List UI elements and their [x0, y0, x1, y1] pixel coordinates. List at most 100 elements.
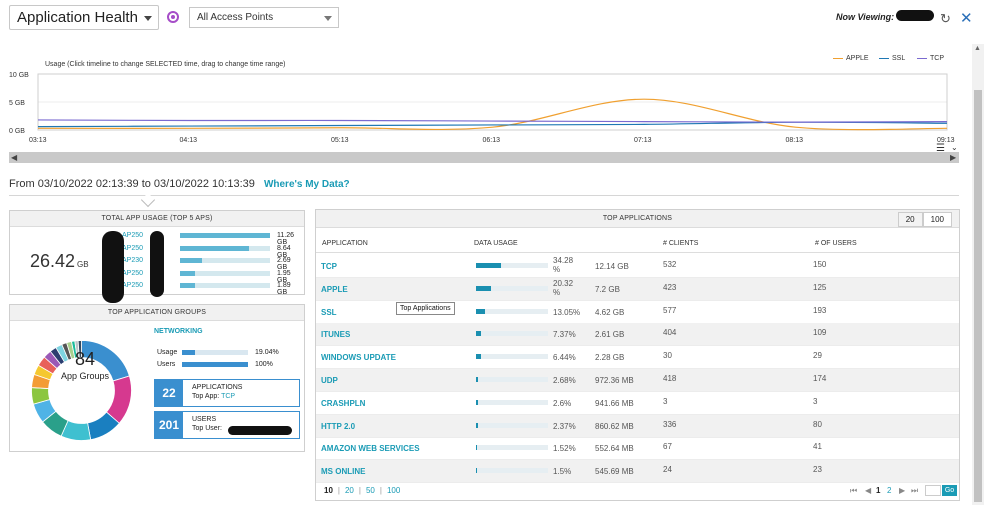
page-number-input[interactable]	[925, 485, 941, 496]
data-usage-size: 860.62 MB	[595, 421, 634, 431]
access-point-filter-dropdown[interactable]: All Access Points	[189, 7, 339, 28]
timeline-scrollbar[interactable]	[9, 152, 959, 163]
clients-count: 418	[663, 374, 677, 383]
page-size-10[interactable]: 10	[324, 486, 333, 495]
ap-usage-value: 1.89 GB	[277, 282, 291, 296]
ap-name-link[interactable]: AP250	[122, 269, 144, 277]
legend-swatch	[917, 57, 927, 59]
close-icon[interactable]: ✕	[960, 10, 973, 27]
timeline-right-icon[interactable]: ▶	[950, 153, 957, 162]
series-line-ssl[interactable]	[37, 121, 948, 128]
application-name-link[interactable]: WINDOWS UPDATE	[321, 353, 396, 363]
next-page-icon[interactable]: ▶	[899, 486, 906, 495]
series-line-tcp[interactable]	[37, 119, 948, 123]
application-name-link[interactable]: CRASHPLN	[321, 398, 366, 408]
clients-count: 577	[663, 305, 677, 315]
legend-ssl[interactable]: SSL	[879, 55, 905, 62]
status-dot-icon[interactable]	[167, 11, 179, 23]
application-name-link[interactable]: MS ONLINE	[321, 467, 366, 477]
page-1[interactable]: 1	[876, 486, 881, 495]
table-row[interactable]: UDP 2.68% 972.36 MB 418 174	[316, 369, 959, 392]
data-usage-percent: 20.32 %	[553, 278, 574, 297]
page-2[interactable]: 2	[887, 486, 892, 495]
prev-page-icon[interactable]: ◀	[865, 486, 872, 495]
app-groups-donut-chart[interactable]	[24, 333, 139, 448]
page-size-50[interactable]: 50	[365, 486, 375, 495]
app-groups-count: 84	[74, 349, 96, 369]
chart-plot-area	[37, 73, 948, 131]
users-box[interactable]: 201 USERS Top User:	[154, 411, 300, 439]
vertical-scrollbar-thumb[interactable]	[974, 90, 982, 502]
size-option-20[interactable]: 20	[897, 212, 923, 227]
access-point-filter-value: All Access Points	[197, 12, 274, 23]
table-row[interactable]: SSL 13.05% 4.62 GB 577 193	[316, 301, 959, 324]
last-page-icon[interactable]: ⏭	[911, 486, 919, 495]
ap-name-link[interactable]: AP250	[122, 232, 144, 239]
size-option-100[interactable]: 100	[922, 212, 952, 227]
table-row[interactable]: ITUNES 7.37% 2.61 GB 404 109	[316, 323, 959, 347]
application-name-link[interactable]: AMAZON WEB SERVICES	[321, 444, 420, 454]
usage-timeline-chart[interactable]: 10 GB 5 GB 0 GB 03:13 04:13 05:13 06:13 07:13 0…	[0, 66, 960, 146]
refresh-icon[interactable]: ↻	[940, 11, 951, 26]
users-count: 193	[813, 305, 827, 315]
table-row[interactable]: TCP 34.28 % 12.14 GB 532 150	[316, 255, 959, 278]
ap-name-link[interactable]: AP230	[122, 257, 144, 264]
redacted-ap-names	[102, 231, 124, 303]
page-size-20[interactable]: 20	[344, 486, 354, 495]
users-label: Users	[157, 361, 176, 368]
table-row[interactable]: CRASHPLN 2.6% 941.66 MB 3 3	[316, 392, 959, 415]
clients-count: 423	[663, 282, 677, 292]
data-usage-size: 7.2 GB	[595, 284, 620, 294]
page-size-100[interactable]: 100	[386, 486, 401, 495]
table-row[interactable]: MS ONLINE 1.5% 545.69 MB 24 23	[316, 460, 959, 484]
data-usage-bar-fill	[476, 422, 478, 428]
application-name-link[interactable]: SSL	[321, 307, 337, 317]
data-usage-percent: 6.44%	[553, 353, 576, 363]
now-viewing-label: Now Viewing:	[836, 12, 895, 22]
data-usage-bar-fill	[476, 285, 491, 291]
column-header-users[interactable]: # OF USERS	[815, 240, 857, 247]
application-name-link[interactable]: HTTP 2.0	[321, 421, 356, 431]
application-name-link[interactable]: ITUNES	[321, 330, 351, 340]
chart-menu-icon[interactable]: ☰	[936, 143, 945, 154]
series-line-apple[interactable]	[37, 98, 948, 131]
chevron-down-icon[interactable]: ⌄	[951, 143, 958, 152]
top-user-label: Top User:	[192, 425, 222, 432]
table-row[interactable]: HTTP 2.0 2.37% 860.62 MB 336 80	[316, 414, 959, 438]
column-header-data-usage[interactable]: DATA USAGE	[474, 240, 518, 247]
legend-apple[interactable]: APPLE	[833, 55, 869, 62]
wheres-my-data-link[interactable]: Where's My Data?	[263, 179, 350, 190]
selected-group-name[interactable]: NETWORKING	[154, 328, 203, 335]
table-row[interactable]: AMAZON WEB SERVICES 1.52% 552.64 MB 67 41	[316, 437, 959, 461]
column-header-application[interactable]: APPLICATION	[322, 240, 368, 247]
ap-name-link[interactable]: AP250	[122, 244, 144, 252]
table-row[interactable]: WINDOWS UPDATE 6.44% 2.28 GB 30 29	[316, 346, 959, 370]
donut-slice[interactable]	[77, 340, 82, 359]
legend-tcp[interactable]: TCP	[917, 55, 944, 62]
scroll-up-icon[interactable]: ▲	[974, 45, 981, 52]
ap-name-link[interactable]: AP250	[122, 282, 144, 289]
application-health-dropdown[interactable]: Application Health	[9, 5, 159, 30]
data-usage-bar	[476, 308, 548, 314]
users-box-label: USERS	[192, 416, 217, 423]
application-name-link[interactable]: TCP	[321, 262, 337, 271]
applications-label: APPLICATIONS	[192, 384, 243, 391]
top-application-groups-panel: TOP APPLICATION GROUPS 84 App Groups NET…	[9, 304, 305, 452]
application-name-link[interactable]: UDP	[321, 376, 338, 385]
panel-header: TOP APPLICATION GROUPS	[10, 305, 304, 321]
ap-usage-bar	[180, 245, 270, 251]
table-row[interactable]: APPLE 20.32 % 7.2 GB 423 125	[316, 277, 959, 301]
top-app-link[interactable]: TCP	[221, 393, 236, 400]
clients-count: 404	[663, 328, 677, 338]
data-usage-size: 972.36 MB	[595, 376, 634, 385]
first-page-icon[interactable]: ⏮	[850, 486, 858, 495]
go-button[interactable]: Go	[942, 485, 957, 496]
chevron-down-icon	[144, 16, 152, 21]
usage-label: Usage	[157, 349, 178, 356]
application-name-link[interactable]: APPLE	[321, 284, 348, 294]
column-header-clients[interactable]: # CLIENTS	[663, 240, 699, 247]
users-bar-fill	[182, 362, 248, 367]
divider	[9, 195, 959, 196]
applications-box[interactable]: 22 APPLICATIONS Top App: TCP	[154, 379, 300, 407]
timeline-left-icon[interactable]: ◀	[11, 153, 18, 162]
